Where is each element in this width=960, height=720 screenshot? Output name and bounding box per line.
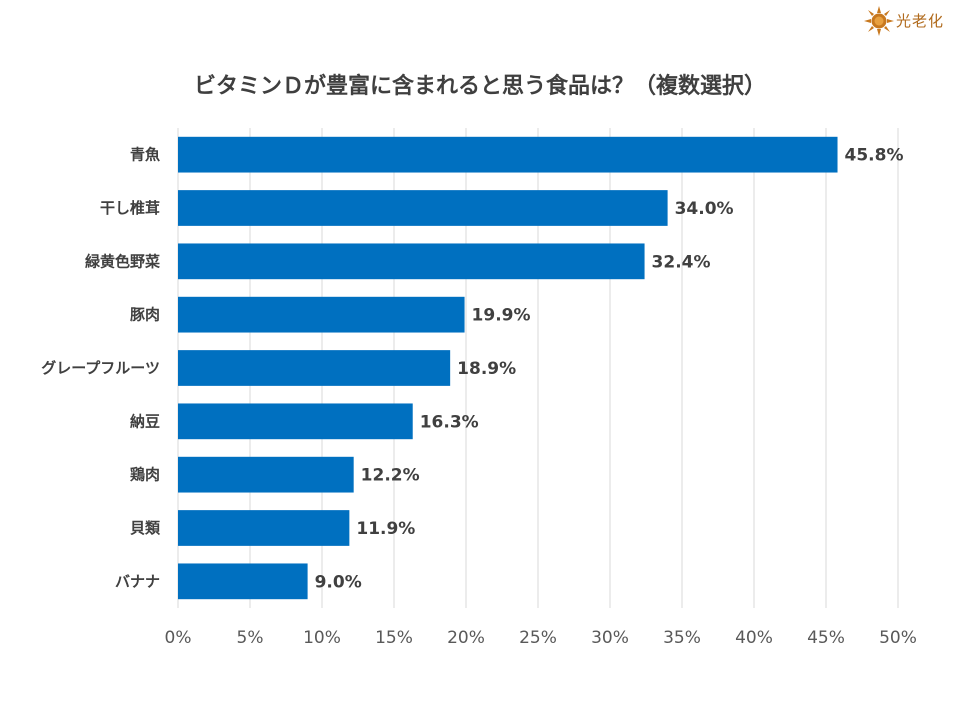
category-label: 鶏肉: [130, 466, 160, 484]
logo-label: 光老化: [896, 12, 944, 30]
bar: [178, 136, 838, 173]
sun-icon: [863, 6, 894, 36]
x-tick-label: 25%: [519, 628, 557, 648]
data-label: 34.0%: [675, 199, 734, 219]
logo-text: 光老化: [895, 12, 944, 30]
data-label: 18.9%: [457, 359, 516, 379]
bars: [178, 136, 838, 600]
category-label: 豚肉: [130, 306, 160, 324]
data-label: 11.9%: [356, 519, 415, 539]
bar: [178, 456, 354, 493]
data-label: 9.0%: [315, 572, 362, 592]
x-tick-label: 10%: [303, 628, 341, 648]
bar: [178, 403, 413, 440]
chart-title: ビタミンＤが豊富に含まれると思う食品は？（複数選択）: [193, 74, 766, 99]
bar: [178, 243, 645, 280]
bar: [178, 296, 465, 333]
data-label: 45.8%: [845, 146, 904, 166]
x-tick-label: 40%: [735, 628, 773, 648]
x-tick-label: 15%: [375, 628, 413, 648]
x-tick-label: 30%: [591, 628, 629, 648]
category-label: 納豆: [130, 412, 160, 430]
logo: 光老化: [863, 6, 944, 36]
labels: 0% 5% 10% 15% 20% 25% 30% 35% 40% 45% 50% 青魚 45.8% 干し…: [41, 146, 917, 648]
x-tick-label: 5%: [237, 628, 264, 648]
data-label: 16.3%: [420, 412, 479, 432]
category-label: グレープフルーツ: [41, 359, 160, 377]
bar: [178, 190, 668, 226]
data-label: 32.4%: [652, 252, 711, 272]
category-label: 青魚: [130, 146, 160, 164]
x-tick-label: 50%: [879, 628, 917, 648]
x-tick-label: 20%: [447, 628, 485, 648]
data-label: 19.9%: [472, 306, 531, 326]
bar: [178, 510, 350, 546]
x-tick-label: 35%: [663, 628, 701, 648]
bar: [178, 350, 451, 386]
category-label: 干し椎茸: [100, 199, 160, 217]
x-tick-label: 0%: [165, 628, 192, 648]
category-label: バナナ: [115, 572, 160, 590]
bar: [178, 563, 308, 600]
category-label: 緑黄色野菜: [85, 252, 160, 270]
data-label: 12.2%: [361, 466, 420, 486]
category-label: 貝類: [130, 519, 161, 537]
x-tick-label: 45%: [807, 628, 845, 648]
